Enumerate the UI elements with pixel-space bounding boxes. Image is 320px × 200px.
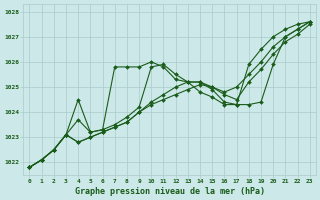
X-axis label: Graphe pression niveau de la mer (hPa): Graphe pression niveau de la mer (hPa)	[75, 187, 265, 196]
